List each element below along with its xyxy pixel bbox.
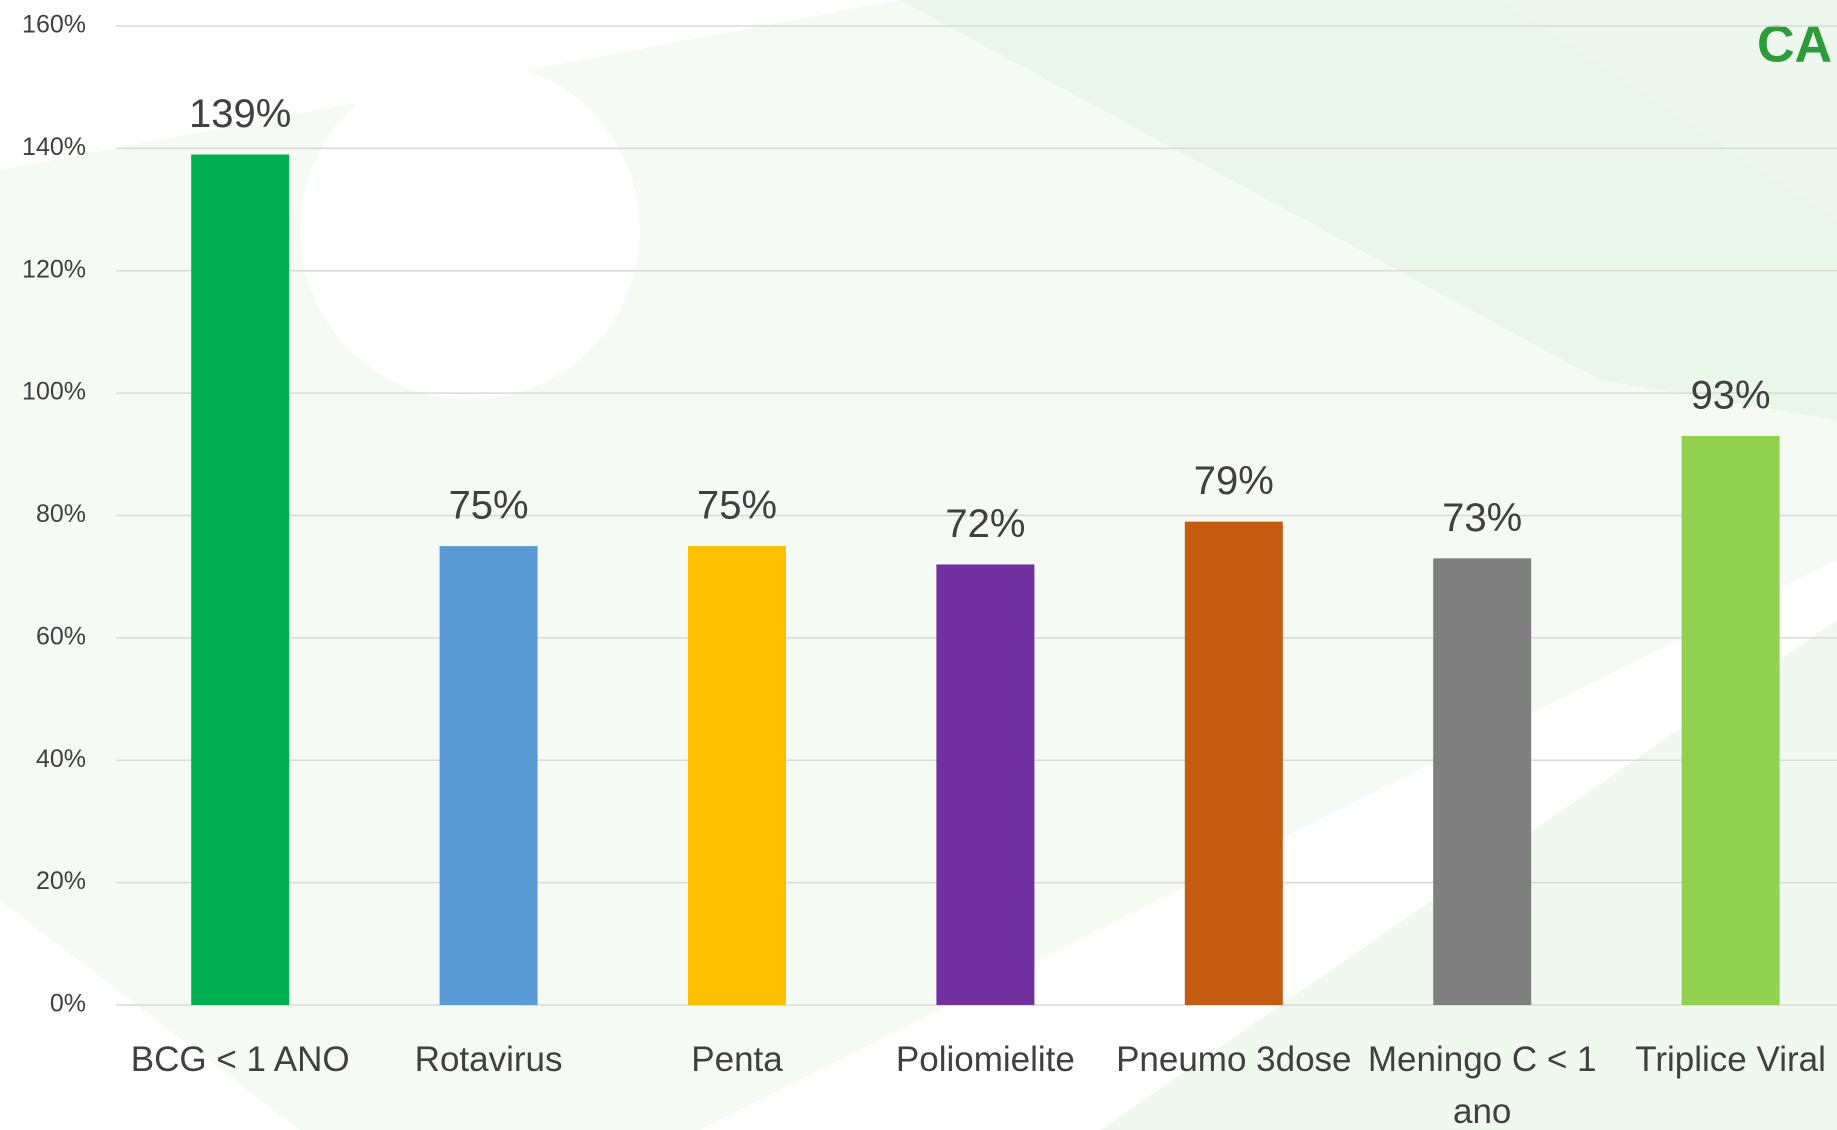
value-label: 72% xyxy=(945,502,1025,546)
x-tick-label-box: Triplice Viral xyxy=(1611,1034,1837,1130)
value-label: 75% xyxy=(697,484,777,528)
x-tick-label: Pneumo 3dose xyxy=(1114,1034,1354,1086)
y-tick-label: 100% xyxy=(22,378,86,406)
value-label: 73% xyxy=(1442,496,1522,540)
x-tick-label-box: BCG < 1 ANO xyxy=(120,1034,360,1130)
bar xyxy=(936,564,1034,1005)
x-tick-label-box: Pneumo 3dose xyxy=(1114,1034,1354,1130)
bar xyxy=(1682,436,1780,1005)
value-label: 93% xyxy=(1691,374,1771,418)
x-tick-label-box: Rotavirus xyxy=(369,1034,609,1130)
chart: CA 0% 20% 40% 60% 80% 100% 120% 140% 160% BCG < 1… xyxy=(0,0,1837,1130)
page: CA 0% 20% 40% 60% 80% 100% 120% 140% 160% BCG < 1… xyxy=(0,0,1837,1130)
y-tick-label: 40% xyxy=(36,745,86,773)
y-tick-label: 140% xyxy=(22,133,86,161)
x-tick-label: Poliomielite xyxy=(865,1034,1105,1086)
x-tick-label: Meningo C < 1 ano xyxy=(1362,1034,1602,1130)
bar xyxy=(1433,558,1531,1005)
bar xyxy=(440,546,538,1005)
x-tick-label: Rotavirus xyxy=(369,1034,609,1086)
x-tick-label: Penta xyxy=(617,1034,857,1086)
x-tick-label: Triplice Viral xyxy=(1611,1034,1837,1086)
value-label: 79% xyxy=(1194,459,1274,503)
bar xyxy=(688,546,786,1005)
y-tick-label: 160% xyxy=(22,11,86,39)
y-tick-label: 0% xyxy=(50,990,86,1018)
x-tick-label-box: Penta xyxy=(617,1034,857,1130)
x-tick-label-box: Poliomielite xyxy=(865,1034,1105,1130)
y-tick-label: 80% xyxy=(36,500,86,528)
x-tick-label-box: Meningo C < 1 ano xyxy=(1362,1034,1602,1130)
x-tick-label: BCG < 1 ANO xyxy=(120,1034,360,1086)
y-tick-label: 60% xyxy=(36,622,86,650)
y-tick-label: 120% xyxy=(22,255,86,283)
value-label: 139% xyxy=(189,92,291,136)
logo: CA xyxy=(1757,16,1832,74)
value-label: 75% xyxy=(449,484,529,528)
bar xyxy=(1185,522,1283,1005)
bar xyxy=(191,154,289,1005)
y-tick-label: 20% xyxy=(36,867,86,895)
